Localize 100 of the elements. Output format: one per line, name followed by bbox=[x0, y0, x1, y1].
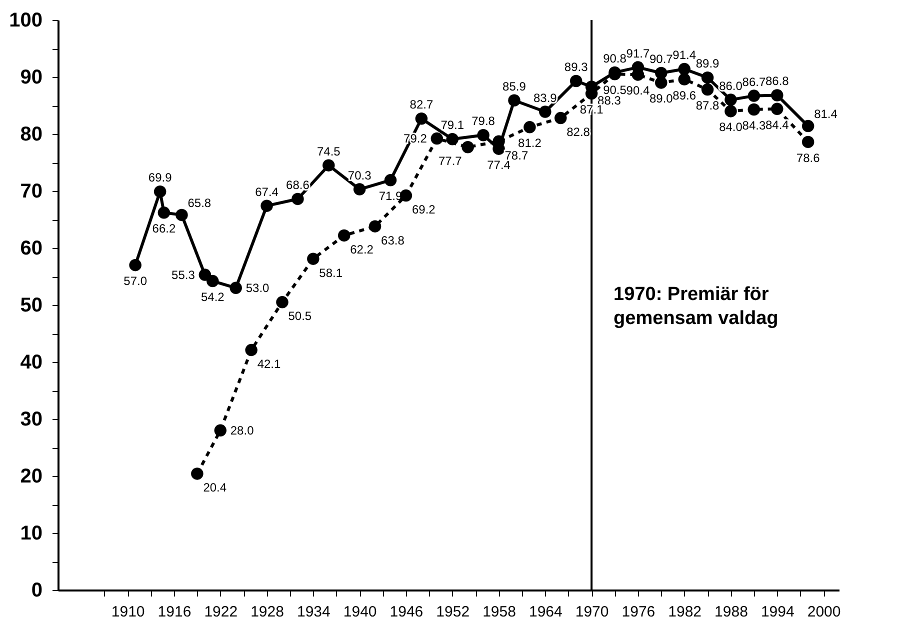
point bbox=[554, 112, 567, 124]
x-tick-label: 1934 bbox=[296, 604, 330, 620]
point bbox=[400, 189, 412, 202]
data-label: 87.8 bbox=[696, 98, 720, 113]
y-tick-label: 70 bbox=[20, 180, 42, 202]
y-tick-label: 30 bbox=[20, 408, 42, 430]
data-label: 70.3 bbox=[348, 168, 372, 182]
data-label: 79.8 bbox=[472, 114, 496, 128]
point bbox=[724, 105, 737, 118]
point bbox=[724, 94, 737, 106]
point bbox=[415, 112, 428, 125]
y-tick-label: 90 bbox=[20, 66, 42, 88]
point bbox=[338, 229, 350, 242]
data-label: 89.6 bbox=[672, 88, 696, 102]
point bbox=[368, 220, 382, 232]
point bbox=[462, 141, 474, 154]
y-tick-label: 50 bbox=[20, 294, 42, 316]
data-label: 84.0 bbox=[719, 120, 743, 134]
point bbox=[771, 102, 784, 116]
x-tick-label: 1952 bbox=[436, 604, 470, 620]
data-label: 86.7 bbox=[742, 74, 766, 89]
data-label: 83.9 bbox=[533, 90, 558, 105]
x-tick-label: 1988 bbox=[714, 604, 748, 620]
data-label: 85.9 bbox=[502, 79, 526, 94]
data-label: 69.2 bbox=[412, 202, 436, 217]
point bbox=[430, 132, 444, 145]
x-tick-label: 2000 bbox=[807, 604, 841, 620]
data-label: 77.7 bbox=[438, 154, 462, 168]
point bbox=[524, 121, 536, 134]
y-tick-label: 60 bbox=[20, 238, 42, 260]
point bbox=[307, 252, 320, 265]
point bbox=[655, 76, 668, 89]
point bbox=[230, 282, 242, 294]
point bbox=[353, 183, 366, 196]
data-label: 84.3 bbox=[742, 118, 766, 132]
data-label: 65.8 bbox=[188, 196, 212, 210]
x-tick-label: 1928 bbox=[250, 604, 284, 620]
point bbox=[322, 159, 335, 172]
point bbox=[214, 424, 227, 437]
data-label: 86.8 bbox=[765, 74, 790, 88]
data-label: 50.5 bbox=[288, 309, 312, 324]
point bbox=[384, 174, 397, 186]
point bbox=[570, 74, 582, 88]
point bbox=[771, 89, 784, 102]
data-label: 66.2 bbox=[152, 222, 176, 236]
point bbox=[701, 83, 714, 96]
data-label: 67.4 bbox=[255, 184, 279, 199]
point bbox=[477, 129, 490, 142]
x-tick-label: 1910 bbox=[111, 604, 145, 620]
data-label: 91.4 bbox=[672, 48, 696, 62]
point bbox=[260, 200, 273, 212]
data-label: 63.8 bbox=[381, 233, 405, 248]
point bbox=[154, 185, 166, 198]
data-label: 91.7 bbox=[626, 46, 650, 60]
x-tick-label: 1916 bbox=[158, 604, 192, 620]
point bbox=[678, 62, 690, 76]
data-label: 79.1 bbox=[440, 118, 464, 132]
y-tick-label: 100 bbox=[9, 10, 42, 32]
y-tick-label: 40 bbox=[20, 352, 42, 374]
point bbox=[508, 94, 520, 106]
data-label: 81.2 bbox=[518, 136, 542, 150]
x-tick-label: 1946 bbox=[390, 604, 424, 620]
x-tick-label: 1970 bbox=[575, 604, 609, 620]
point bbox=[176, 208, 188, 222]
x-tick-label: 1976 bbox=[622, 604, 656, 620]
data-label: 90.5 bbox=[603, 83, 627, 98]
data-label: 62.2 bbox=[350, 242, 374, 256]
point bbox=[701, 71, 714, 84]
point bbox=[539, 106, 552, 118]
data-label: 89.3 bbox=[564, 60, 588, 74]
data-label: 90.7 bbox=[649, 52, 674, 66]
x-tick-label: 1940 bbox=[343, 604, 377, 620]
data-label: 28.0 bbox=[230, 423, 254, 438]
x-tick-label: 1982 bbox=[668, 604, 702, 620]
point bbox=[158, 206, 170, 219]
data-label: 20.4 bbox=[203, 480, 227, 495]
data-label: 89.9 bbox=[696, 56, 720, 71]
point bbox=[276, 296, 288, 308]
data-label: 57.0 bbox=[124, 274, 148, 288]
data-label: 42.1 bbox=[257, 357, 281, 372]
data-label: 89.0 bbox=[649, 92, 674, 106]
data-label: 68.6 bbox=[286, 178, 310, 192]
data-label: 84.4 bbox=[765, 118, 790, 132]
y-tick-label: 10 bbox=[20, 522, 42, 544]
point bbox=[678, 73, 690, 86]
point bbox=[802, 136, 814, 148]
point bbox=[292, 192, 304, 206]
point bbox=[245, 344, 258, 356]
x-tick-label: 1964 bbox=[528, 604, 562, 620]
y-tick-label: 80 bbox=[20, 124, 42, 146]
data-label: 55.3 bbox=[172, 268, 196, 282]
point bbox=[206, 274, 219, 288]
data-label: 74.5 bbox=[316, 144, 341, 158]
data-label: 90.8 bbox=[603, 51, 627, 66]
point bbox=[748, 90, 760, 102]
data-label: 86.0 bbox=[719, 78, 743, 93]
point bbox=[802, 120, 814, 132]
data-label: 82.7 bbox=[410, 98, 434, 112]
data-label: 78.6 bbox=[796, 150, 820, 165]
data-label: 82.8 bbox=[566, 125, 590, 140]
